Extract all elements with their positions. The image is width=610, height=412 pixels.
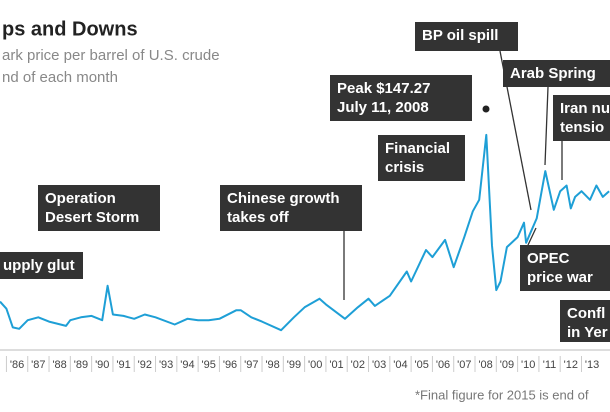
annotation-box [560, 300, 610, 342]
subtitle: ark price per barrel of U.S. crude [2, 47, 220, 64]
x-tick-label: '02 [351, 359, 365, 371]
annotation-text: July 11, 2008 [337, 99, 429, 116]
annotation-box [220, 185, 362, 231]
leader-line [544, 86, 549, 166]
annotation-text: BP oil spill [422, 27, 498, 44]
x-tick-label: '94 [180, 359, 194, 371]
x-tick-label: '87 [31, 359, 45, 371]
annotation-text: price war [527, 269, 593, 286]
x-tick-label: '07 [457, 359, 471, 371]
x-tick-label: '90 [95, 359, 109, 371]
annotation-text: Confl [567, 305, 605, 322]
x-tick-label: '99 [287, 359, 301, 371]
x-tick-label: '86 [10, 359, 24, 371]
annotation-text: takes off [227, 209, 290, 226]
subtitle: nd of each month [2, 69, 118, 86]
annotation-box [330, 75, 472, 121]
footnote: *Final figure for 2015 is end of [415, 387, 589, 402]
annotation-box [415, 22, 518, 51]
x-tick-label: '98 [265, 359, 279, 371]
annotation-box [378, 135, 465, 181]
annotation-box [503, 60, 610, 87]
x-tick-label: '95 [202, 359, 216, 371]
annotation-text: Chinese growth [227, 190, 340, 207]
leader-line [527, 227, 537, 246]
x-tick-label: '10 [521, 359, 535, 371]
x-tick-label: '11 [543, 359, 557, 371]
x-tick-label: '06 [436, 359, 450, 371]
x-tick-label: '03 [372, 359, 386, 371]
annotation-text: Peak $147.27 [337, 80, 430, 97]
annotation-text: Financial [385, 140, 450, 157]
x-tick-label: '00 [308, 359, 322, 371]
annotation-box [38, 185, 160, 231]
chart-title: ps and Downs [2, 18, 138, 40]
annotation-text: Iran nu [560, 100, 610, 117]
x-tick-label: '96 [223, 359, 237, 371]
annotation-text: Desert Storm [45, 209, 139, 226]
x-tick-label: '13 [585, 359, 599, 371]
annotation-text: OPEC [527, 250, 570, 267]
annotation-box [553, 95, 610, 141]
x-tick-label: '93 [159, 359, 173, 371]
annotation-text: Arab Spring [510, 65, 596, 82]
x-tick-label: '89 [74, 359, 88, 371]
annotation-text: tensio [560, 119, 604, 136]
x-tick-label: '09 [500, 359, 514, 371]
x-tick-label: '97 [244, 359, 258, 371]
annotation-text: Operation [45, 190, 116, 207]
annotation-text: crisis [385, 159, 424, 176]
x-tick-label: '91 [116, 359, 130, 371]
annotation-box [0, 252, 83, 279]
x-tick-label: '05 [415, 359, 429, 371]
annotation-text: in Yer [567, 324, 608, 341]
price-line [0, 133, 610, 332]
annotation-text: upply glut [3, 257, 75, 274]
x-tick-label: '08 [478, 359, 492, 371]
x-tick-label: '01 [329, 359, 343, 371]
annotation-box [520, 245, 610, 291]
x-tick-label: '04 [393, 359, 407, 371]
x-tick-label: '12 [564, 359, 578, 371]
x-tick-label: '88 [52, 359, 66, 371]
peak-dot [482, 105, 490, 113]
x-tick-label: '92 [138, 359, 152, 371]
